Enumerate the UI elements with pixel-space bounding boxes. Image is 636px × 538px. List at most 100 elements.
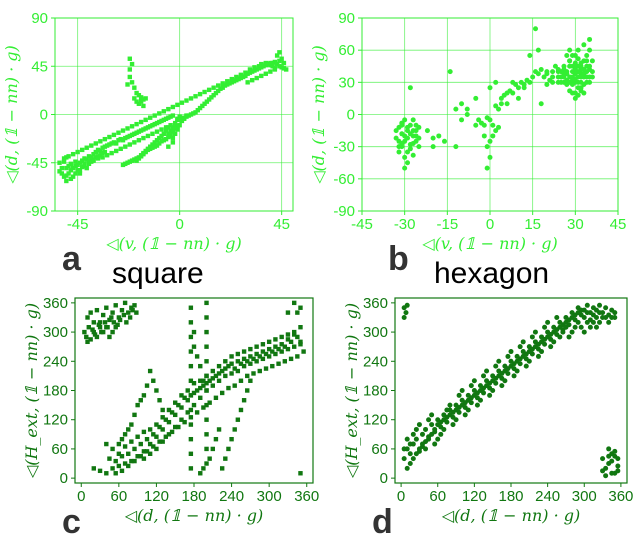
data-point: [122, 432, 128, 437]
data-point: [600, 468, 606, 474]
data-point: [261, 64, 266, 69]
data-point: [204, 359, 209, 364]
data-point: [529, 334, 535, 340]
data-point: [151, 432, 156, 437]
data-point: [555, 66, 561, 72]
data-point: [564, 53, 570, 59]
data-point: [104, 305, 109, 310]
data-point: [96, 322, 101, 327]
data-point: [185, 410, 190, 415]
data-point: [111, 132, 117, 138]
data-point: [609, 314, 615, 320]
data-point: [66, 154, 71, 159]
data-point: [520, 339, 526, 345]
data-point: [584, 310, 590, 316]
chart-c: 0 60 120 180 240 300 360 0 60 120 180 240 300 360 ◁(d,…: [22, 295, 319, 525]
data-point: [581, 71, 587, 77]
data-point: [166, 407, 172, 413]
data-point: [120, 138, 126, 143]
data-point: [85, 315, 90, 320]
data-point: [238, 407, 244, 413]
y-tick-label: 0: [60, 470, 68, 487]
data-point: [163, 417, 169, 422]
data-point: [201, 383, 206, 388]
chart-b: -45 -30 -15 0 15 30 45 -90 -60 -30 0 30 60 90 ◁(v, (𝟙 …: [309, 10, 626, 253]
data-point: [276, 361, 281, 366]
data-point: [220, 81, 225, 86]
data-point: [92, 332, 98, 337]
data-point: [587, 63, 593, 69]
panel-title-square: square: [112, 257, 204, 290]
data-point: [191, 390, 197, 396]
data-point: [179, 393, 184, 398]
data-point: [77, 160, 83, 165]
data-point: [170, 113, 176, 118]
data-point: [268, 69, 273, 74]
data-point: [279, 65, 284, 70]
data-point: [615, 468, 621, 474]
data-point: [225, 79, 230, 84]
data-point: [179, 115, 185, 120]
data-point: [270, 60, 275, 66]
data-point: [554, 314, 560, 320]
data-point: [64, 178, 69, 184]
data-point: [163, 116, 169, 121]
data-point: [91, 158, 96, 163]
data-point: [123, 135, 128, 141]
data-point: [587, 79, 593, 85]
data-point: [95, 156, 101, 161]
data-point: [243, 70, 248, 75]
data-point: [285, 332, 291, 337]
x-tick-label: 60: [429, 488, 446, 505]
data-point: [86, 325, 91, 330]
data-point: [117, 317, 123, 323]
data-point: [201, 466, 206, 471]
data-point: [273, 344, 278, 349]
data-point: [484, 368, 490, 374]
data-point: [578, 307, 584, 313]
data-point: [118, 136, 123, 142]
data-point: [135, 454, 140, 459]
data-point: [405, 149, 411, 155]
data-point: [179, 417, 184, 422]
data-point: [93, 155, 98, 160]
data-point: [132, 140, 137, 145]
data-point: [567, 47, 573, 53]
data-point: [465, 407, 471, 413]
data-point: [603, 314, 609, 320]
data-point: [222, 83, 228, 88]
data-point: [188, 363, 194, 369]
data-point: [193, 110, 198, 115]
data-point: [134, 310, 139, 315]
data-point: [474, 402, 480, 408]
data-point: [241, 363, 247, 369]
x-axis-label: ◁(v, (𝟙 − nn) · g): [421, 234, 557, 253]
data-point: [229, 354, 234, 359]
data-point: [147, 451, 153, 456]
y-tick-label: 90: [31, 10, 48, 27]
data-point: [150, 131, 155, 136]
data-point: [238, 75, 244, 81]
data-point: [107, 334, 112, 340]
data-point: [134, 158, 139, 163]
data-point: [109, 141, 114, 146]
data-point: [179, 118, 185, 124]
data-point: [144, 383, 150, 388]
data-point: [64, 165, 69, 171]
data-point: [241, 398, 247, 403]
data-point: [194, 354, 200, 359]
data-point: [116, 315, 122, 320]
data-point: [487, 154, 493, 160]
data-point: [116, 441, 122, 447]
data-point: [172, 123, 178, 128]
data-point: [459, 388, 465, 393]
data-point: [501, 92, 507, 98]
data-point: [490, 388, 496, 393]
data-point: [273, 337, 278, 342]
data-point: [407, 131, 413, 137]
data-point: [84, 145, 89, 150]
data-point: [188, 305, 194, 310]
data-point: [159, 127, 164, 132]
data-point: [416, 135, 422, 141]
data-point: [188, 349, 194, 354]
